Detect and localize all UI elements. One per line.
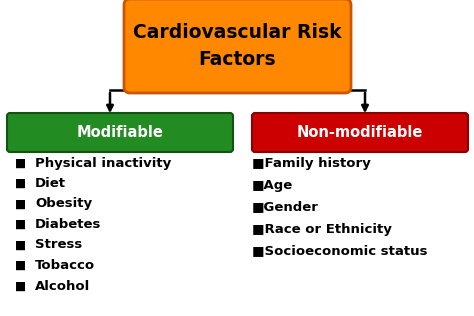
Text: Stress: Stress	[35, 239, 82, 252]
Text: Physical inactivity: Physical inactivity	[35, 156, 171, 169]
Text: Obesity: Obesity	[35, 198, 92, 210]
Text: Diet: Diet	[35, 177, 66, 190]
FancyBboxPatch shape	[7, 113, 233, 152]
FancyBboxPatch shape	[252, 113, 468, 152]
Text: Alcohol: Alcohol	[35, 279, 90, 293]
Text: ■: ■	[15, 259, 26, 272]
Text: Modifiable: Modifiable	[77, 125, 164, 140]
Text: Non-modifiable: Non-modifiable	[297, 125, 423, 140]
Text: Diabetes: Diabetes	[35, 218, 101, 231]
Text: ■Family history: ■Family history	[252, 156, 371, 169]
Text: ■Age: ■Age	[252, 179, 293, 191]
Text: Tobacco: Tobacco	[35, 259, 95, 272]
Text: ■: ■	[15, 279, 26, 293]
Text: ■Socioeconomic status: ■Socioeconomic status	[252, 245, 428, 258]
Text: ■: ■	[15, 177, 26, 190]
Text: ■: ■	[15, 239, 26, 252]
Text: ■: ■	[15, 198, 26, 210]
Text: ■Race or Ethnicity: ■Race or Ethnicity	[252, 222, 392, 235]
Text: ■Gender: ■Gender	[252, 200, 319, 214]
FancyBboxPatch shape	[124, 0, 351, 93]
Text: Cardiovascular Risk
Factors: Cardiovascular Risk Factors	[133, 23, 342, 69]
Text: ■: ■	[15, 218, 26, 231]
Text: ■: ■	[15, 156, 26, 169]
